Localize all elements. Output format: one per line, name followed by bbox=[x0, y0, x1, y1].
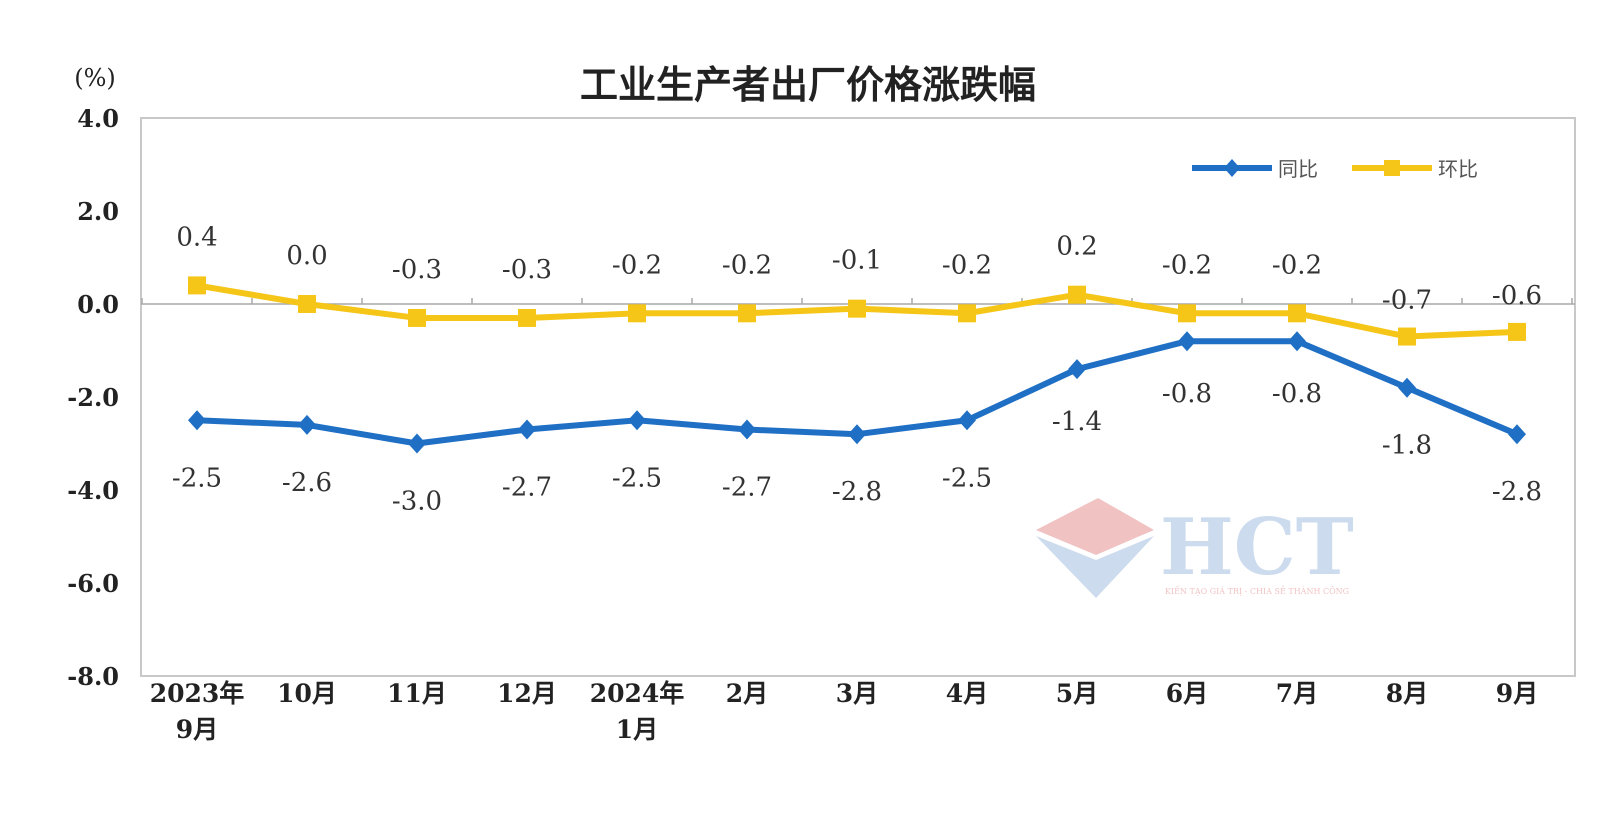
data-label-mom: -0.6 bbox=[1492, 281, 1542, 311]
watermark-tagline: KIẾN TẠO GIÁ TRỊ - CHIA SẺ THÀNH CÔNG bbox=[1165, 586, 1349, 596]
data-label-yoy: -1.4 bbox=[1052, 407, 1102, 437]
data-point-mom bbox=[958, 304, 976, 323]
data-point-mom bbox=[408, 308, 426, 327]
data-label-yoy: -2.8 bbox=[1492, 477, 1542, 507]
x-tick-label: 2024年 bbox=[590, 679, 685, 708]
legend-label-yoy: 同比 bbox=[1278, 157, 1318, 181]
x-tick-label: 4月 bbox=[946, 679, 988, 708]
data-point-yoy bbox=[1508, 424, 1526, 445]
data-label-yoy: -3.0 bbox=[392, 487, 442, 517]
data-point-yoy bbox=[628, 410, 646, 431]
x-tick-label: 5月 bbox=[1056, 679, 1098, 708]
data-label-mom: -0.2 bbox=[722, 250, 772, 280]
x-tick-label: 12月 bbox=[497, 679, 557, 708]
legend-marker-yoy bbox=[1224, 159, 1240, 177]
y-tick-label: -6.0 bbox=[67, 569, 119, 598]
x-tick-label: 7月 bbox=[1276, 679, 1318, 708]
data-label-yoy: -2.7 bbox=[502, 473, 552, 503]
data-point-mom bbox=[1508, 322, 1526, 341]
data-point-yoy bbox=[1178, 331, 1196, 352]
data-label-yoy: -2.8 bbox=[832, 477, 882, 507]
legend-marker-mom bbox=[1384, 160, 1400, 176]
data-point-mom bbox=[1178, 304, 1196, 323]
y-tick-label: 4.0 bbox=[77, 104, 119, 133]
x-tick-label: 1月 bbox=[616, 715, 658, 744]
watermark-diamond-top bbox=[1036, 498, 1154, 555]
watermark-diamond-bottom bbox=[1036, 536, 1154, 598]
data-point-yoy bbox=[1068, 359, 1086, 380]
watermark-logo: HCT KIẾN TẠO GIÁ TRỊ - CHIA SẺ THÀNH CÔN… bbox=[1036, 498, 1354, 598]
data-labels: -2.5 -2.6 -3.0 -2.7 -2.5 -2.7 -2.8 -2.5 -1.4 -0.8… bbox=[172, 222, 1542, 516]
y-tick-label: -4.0 bbox=[67, 476, 119, 505]
y-tick-label: 2.0 bbox=[77, 197, 119, 226]
chart-title: 工业生产者出厂价格涨跌幅 bbox=[580, 63, 1036, 107]
data-label-yoy: -2.5 bbox=[612, 463, 662, 493]
data-point-yoy bbox=[1398, 377, 1416, 398]
data-label-yoy: -2.7 bbox=[722, 473, 772, 503]
series-layer bbox=[188, 276, 1526, 454]
data-label-yoy: -0.8 bbox=[1272, 379, 1322, 409]
x-tick-label: 2023年 bbox=[150, 679, 245, 708]
y-tick-label: -8.0 bbox=[67, 662, 119, 691]
data-label-yoy: -2.5 bbox=[942, 463, 992, 493]
legend-label-mom: 环比 bbox=[1438, 157, 1478, 181]
data-label-mom: -0.1 bbox=[832, 246, 882, 276]
plot-area-frame bbox=[140, 117, 1576, 677]
y-tick-label: 0.0 bbox=[77, 290, 119, 319]
legend: 同比 环比 bbox=[1192, 157, 1478, 181]
data-point-yoy bbox=[518, 419, 536, 440]
x-tick-label: 9月 bbox=[1496, 679, 1538, 708]
x-tick-label: 9月 bbox=[176, 715, 218, 744]
x-tick-label: 10月 bbox=[277, 679, 337, 708]
data-point-yoy bbox=[958, 410, 976, 431]
y-axis-unit-label: (%) bbox=[74, 64, 116, 92]
data-label-yoy: -2.5 bbox=[172, 463, 222, 493]
data-point-yoy bbox=[848, 424, 866, 445]
data-point-mom bbox=[1398, 327, 1416, 346]
data-label-mom: -0.3 bbox=[392, 255, 442, 285]
data-point-mom bbox=[1288, 304, 1306, 323]
data-label-yoy: -2.6 bbox=[282, 468, 332, 498]
data-point-mom bbox=[738, 304, 756, 323]
data-label-yoy: -1.8 bbox=[1382, 431, 1432, 461]
x-tick-label: 8月 bbox=[1386, 679, 1428, 708]
data-label-mom: -0.2 bbox=[942, 250, 992, 280]
y-tick-label: -2.0 bbox=[67, 383, 119, 412]
data-point-yoy bbox=[188, 410, 206, 431]
data-point-mom bbox=[848, 299, 866, 318]
data-label-mom: -0.3 bbox=[502, 255, 552, 285]
data-point-yoy bbox=[1288, 331, 1306, 352]
data-point-mom bbox=[188, 276, 206, 295]
x-tick-label: 2月 bbox=[726, 679, 768, 708]
data-point-mom bbox=[518, 308, 536, 327]
data-label-mom: -0.7 bbox=[1382, 286, 1432, 316]
data-label-mom: -0.2 bbox=[1162, 250, 1212, 280]
data-label-mom: 0.0 bbox=[286, 241, 327, 271]
x-tick-label: 6月 bbox=[1166, 679, 1208, 708]
data-label-mom: -0.2 bbox=[612, 250, 662, 280]
data-label-mom: 0.2 bbox=[1056, 232, 1097, 262]
x-tick-label: 3月 bbox=[836, 679, 878, 708]
axis-ticks: 4.0 2.0 0.0 -2.0 -4.0 -6.0 -8.0 2023年 9月 10月 11月 12… bbox=[67, 104, 1575, 744]
data-label-yoy: -0.8 bbox=[1162, 379, 1212, 409]
watermark-brand: HCT bbox=[1160, 502, 1354, 593]
data-label-mom: 0.4 bbox=[176, 222, 217, 252]
data-label-mom: -0.2 bbox=[1272, 250, 1322, 280]
data-point-mom bbox=[1068, 285, 1086, 304]
data-point-yoy bbox=[298, 414, 316, 435]
data-point-yoy bbox=[738, 419, 756, 440]
data-point-yoy bbox=[408, 433, 426, 454]
data-point-mom bbox=[298, 295, 316, 313]
data-point-mom bbox=[628, 304, 646, 323]
x-tick-label: 11月 bbox=[387, 679, 447, 708]
